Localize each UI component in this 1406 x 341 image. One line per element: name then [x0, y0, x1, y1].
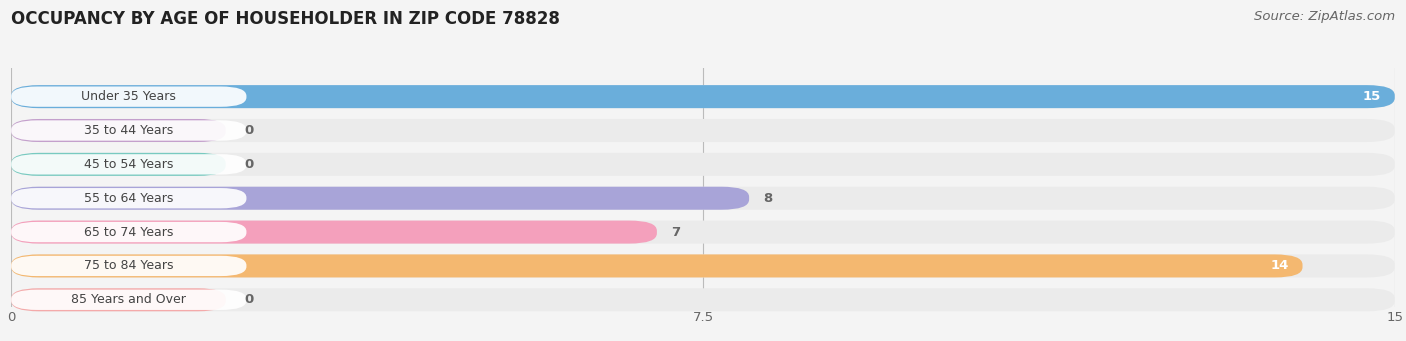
Text: OCCUPANCY BY AGE OF HOUSEHOLDER IN ZIP CODE 78828: OCCUPANCY BY AGE OF HOUSEHOLDER IN ZIP C…	[11, 10, 560, 28]
FancyBboxPatch shape	[11, 187, 749, 210]
FancyBboxPatch shape	[11, 254, 1302, 278]
FancyBboxPatch shape	[11, 119, 1395, 142]
Text: 75 to 84 Years: 75 to 84 Years	[84, 260, 173, 272]
FancyBboxPatch shape	[11, 85, 1395, 108]
Text: 65 to 74 Years: 65 to 74 Years	[84, 226, 173, 239]
FancyBboxPatch shape	[11, 221, 1395, 243]
Text: 7: 7	[671, 226, 681, 239]
Text: 45 to 54 Years: 45 to 54 Years	[84, 158, 173, 171]
FancyBboxPatch shape	[11, 85, 1395, 108]
Text: 85 Years and Over: 85 Years and Over	[72, 293, 186, 306]
FancyBboxPatch shape	[11, 87, 246, 107]
Text: 0: 0	[245, 293, 253, 306]
Text: 15: 15	[1362, 90, 1381, 103]
Text: 0: 0	[245, 158, 253, 171]
Text: 8: 8	[763, 192, 772, 205]
FancyBboxPatch shape	[11, 153, 226, 176]
FancyBboxPatch shape	[11, 221, 657, 243]
FancyBboxPatch shape	[11, 288, 1395, 311]
Text: Under 35 Years: Under 35 Years	[82, 90, 176, 103]
FancyBboxPatch shape	[11, 188, 246, 208]
FancyBboxPatch shape	[11, 222, 246, 242]
FancyBboxPatch shape	[11, 153, 1395, 176]
Text: 14: 14	[1270, 260, 1289, 272]
FancyBboxPatch shape	[11, 288, 226, 311]
Text: 35 to 44 Years: 35 to 44 Years	[84, 124, 173, 137]
FancyBboxPatch shape	[11, 154, 246, 175]
FancyBboxPatch shape	[11, 256, 246, 276]
FancyBboxPatch shape	[11, 187, 1395, 210]
Text: 55 to 64 Years: 55 to 64 Years	[84, 192, 173, 205]
Text: Source: ZipAtlas.com: Source: ZipAtlas.com	[1254, 10, 1395, 23]
FancyBboxPatch shape	[11, 119, 226, 142]
Text: 0: 0	[245, 124, 253, 137]
FancyBboxPatch shape	[11, 254, 1395, 278]
FancyBboxPatch shape	[11, 290, 246, 310]
FancyBboxPatch shape	[11, 120, 246, 140]
